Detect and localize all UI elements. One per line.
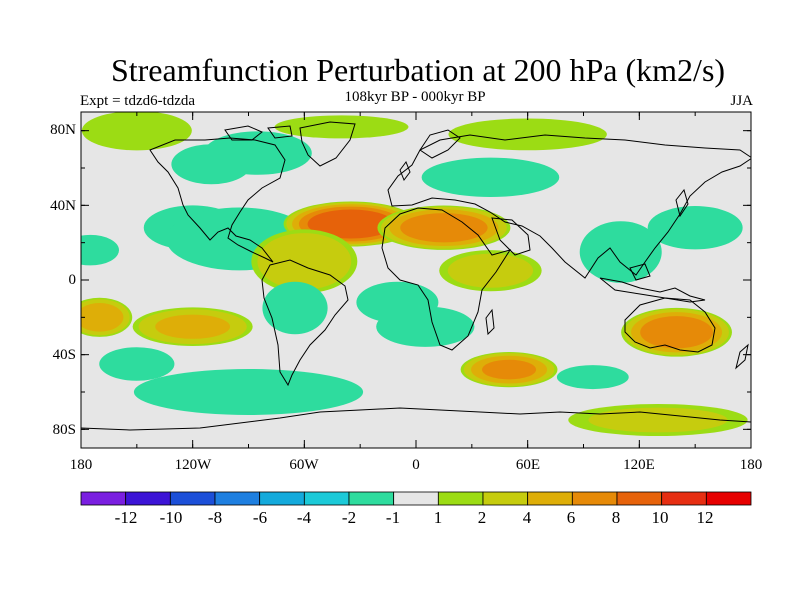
axis-ticks bbox=[80, 112, 752, 448]
anomaly-contour bbox=[155, 314, 231, 339]
anomaly-contour bbox=[171, 144, 252, 185]
season-label: JJA bbox=[730, 93, 753, 109]
coastline-arctic-islands bbox=[224, 125, 293, 141]
colorbar-swatch bbox=[571, 491, 618, 506]
colorbar-label: -8 bbox=[207, 508, 223, 527]
colorbar-label: -2 bbox=[341, 508, 357, 527]
colorbar-label: 12 bbox=[696, 508, 714, 527]
colorbar-swatch bbox=[616, 491, 663, 506]
coastline-madagascar bbox=[485, 308, 495, 336]
coastline-new-zealand bbox=[735, 343, 749, 370]
anomaly-contour bbox=[81, 303, 124, 332]
anomaly-contour bbox=[556, 365, 629, 390]
colorbar-swatch bbox=[80, 491, 127, 506]
coastline-greenland bbox=[299, 121, 356, 167]
colorbar-label: 10 bbox=[651, 508, 669, 527]
anomaly-contour bbox=[274, 115, 409, 139]
lon-label-60w: 60W bbox=[289, 457, 319, 473]
anomaly-contour bbox=[307, 209, 395, 239]
colorbar-swatch bbox=[169, 491, 216, 506]
anomaly-contour bbox=[356, 281, 439, 323]
colorbar-swatch bbox=[705, 491, 752, 506]
colorbar-swatch bbox=[348, 491, 395, 506]
lon-label-180e: 180 bbox=[739, 457, 763, 473]
colorbar-label: -6 bbox=[252, 508, 268, 527]
lat-label-80s: 80S bbox=[52, 422, 76, 438]
lat-label-80n: 80N bbox=[50, 122, 76, 138]
coastlines bbox=[81, 121, 751, 431]
colorbar-swatch bbox=[303, 491, 350, 506]
colorbar-swatch bbox=[125, 491, 171, 506]
coastline-antarctica bbox=[81, 407, 751, 431]
lat-label-40n: 40N bbox=[50, 198, 76, 214]
lon-label-0: 0 bbox=[412, 457, 420, 473]
colorbar bbox=[80, 491, 752, 506]
coastline-arabia bbox=[491, 217, 531, 256]
coastline-maritime-continent bbox=[599, 263, 706, 303]
colorbar-swatch bbox=[437, 491, 484, 506]
anomaly-contour bbox=[647, 206, 743, 250]
coastline-africa bbox=[381, 207, 512, 351]
colorbar-label: -4 bbox=[296, 508, 312, 527]
colorbar-swatch bbox=[482, 491, 529, 506]
colorbar-label: -1 bbox=[385, 508, 401, 527]
coastline-scandinavia bbox=[419, 129, 461, 159]
plot-subtitle: 108kyr BP - 000kyr BP bbox=[344, 89, 486, 105]
plot-title: Streamfunction Perturbation at 200 hPa (… bbox=[110, 52, 726, 88]
lon-label-120w: 120W bbox=[174, 457, 212, 473]
colorbar-label: 4 bbox=[522, 508, 532, 527]
anomaly-contour bbox=[482, 359, 537, 380]
lat-label-40s: 40S bbox=[52, 347, 76, 363]
lat-label-equator: 0 bbox=[68, 272, 77, 288]
colorbar-swatch bbox=[214, 491, 261, 506]
coastline-north-america bbox=[149, 137, 286, 263]
lon-label-120e: 120E bbox=[623, 457, 655, 473]
anomaly-contour bbox=[99, 347, 175, 381]
anomaly-contour bbox=[81, 112, 192, 151]
anomaly-contour bbox=[400, 213, 488, 243]
coastline-south-america bbox=[261, 259, 349, 387]
anomaly-contour bbox=[640, 316, 713, 349]
experiment-label: Expt = tdzd6-tdzda bbox=[80, 93, 196, 109]
anomaly-contour bbox=[447, 253, 534, 288]
anomaly-contour bbox=[448, 118, 607, 151]
colorbar-label: -10 bbox=[159, 508, 183, 527]
lon-label-60e: 60E bbox=[515, 457, 541, 473]
anomaly-contour bbox=[133, 369, 364, 415]
contour-field bbox=[81, 112, 748, 436]
anomaly-contour bbox=[81, 234, 119, 266]
coastline-british-isles bbox=[399, 160, 411, 182]
anomaly-contour bbox=[421, 157, 560, 198]
lon-label-180w: 180 bbox=[69, 457, 93, 473]
colorbar-label: -12 bbox=[114, 508, 138, 527]
colorbar-swatch bbox=[393, 491, 439, 506]
colorbar-swatch bbox=[259, 491, 305, 506]
colorbar-swatch bbox=[527, 491, 573, 506]
coastline-japan bbox=[675, 188, 689, 218]
colorbar-label: 1 bbox=[433, 508, 443, 527]
colorbar-label: 2 bbox=[477, 508, 487, 527]
colorbar-swatch bbox=[661, 491, 707, 506]
colorbar-label: 6 bbox=[566, 508, 576, 527]
anomaly-contour bbox=[588, 407, 728, 433]
anomaly-contour bbox=[257, 233, 352, 290]
colorbar-label: 8 bbox=[611, 508, 621, 527]
coastline-australia bbox=[624, 297, 716, 353]
anomaly-contour bbox=[262, 281, 328, 335]
